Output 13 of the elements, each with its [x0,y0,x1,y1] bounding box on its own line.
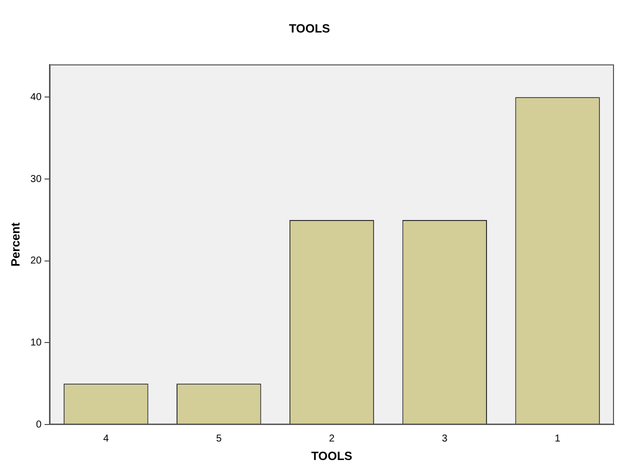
x-axis-title: TOOLS [311,449,352,464]
y-tick-label: 20 [30,256,42,267]
y-tick-label: 30 [30,174,42,185]
x-tick-label: 4 [103,433,110,444]
x-tick-label: 5 [216,433,222,444]
x-tick-label: 2 [328,433,335,444]
y-tick-label: 10 [30,337,42,348]
chart-title: TOOLS [288,22,330,36]
y-tick-label: 40 [30,92,42,103]
y-tick-label: 0 [36,419,42,430]
y-axis-title: Percent [8,222,23,267]
x-tick-label: 1 [554,433,561,444]
x-tick-label: 3 [442,433,448,444]
